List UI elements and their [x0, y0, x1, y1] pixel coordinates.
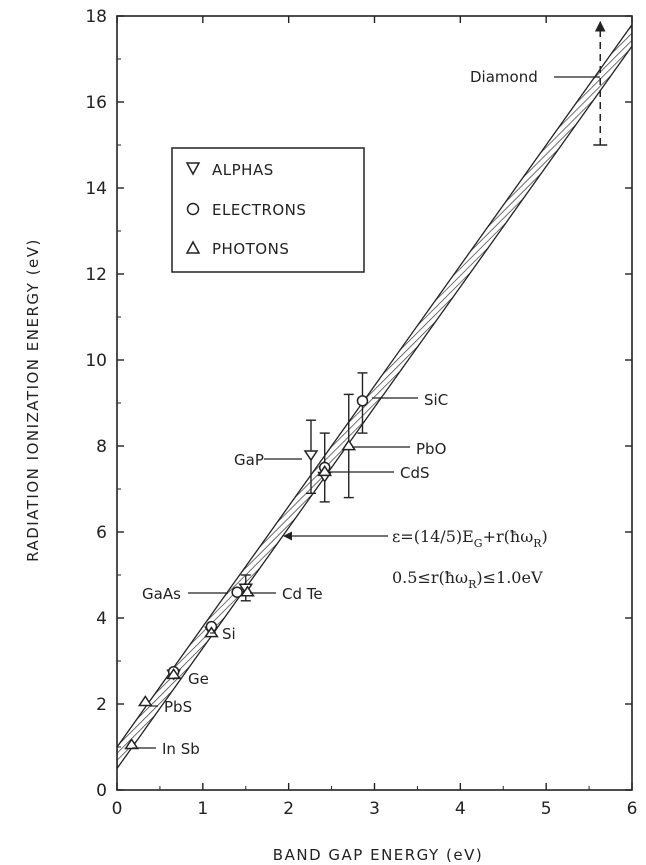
- y-tick-label-8: 8: [96, 437, 107, 457]
- point-photons-InSb: [124, 738, 139, 750]
- legend-photons-label: PHOTONS: [212, 240, 289, 258]
- point-photons-PbS: [137, 695, 153, 707]
- y-tick-label-18: 18: [85, 7, 107, 27]
- material-label-Si: Si: [222, 625, 236, 643]
- shaded-band: [117, 23, 632, 770]
- y-tick-label-0: 0: [96, 781, 107, 801]
- band-layer: [117, 23, 632, 770]
- x-tick-label-3: 3: [369, 799, 380, 819]
- material-label-GaAs: GaAs: [142, 585, 181, 603]
- legend-alphas-label: ALPHAS: [212, 161, 274, 179]
- x-tick-label-1: 1: [197, 799, 208, 819]
- point-photons-Si: [204, 626, 219, 638]
- legend-frame: [171, 147, 365, 273]
- x-tick-label-6: 6: [627, 799, 638, 819]
- material-label-GaP: GaP: [234, 451, 264, 469]
- x-axis-label: BAND GAP ENERGY (eV): [273, 846, 483, 864]
- y-tick-label-16: 16: [85, 93, 107, 113]
- material-label-Diamond: Diamond: [470, 68, 538, 86]
- material-label-SiC: SiC: [424, 391, 448, 409]
- legend-photons-marker: [185, 240, 201, 254]
- x-tick-label-0: 0: [112, 799, 123, 819]
- material-label-PbO: PbO: [416, 440, 446, 458]
- y-axis-label: RADIATION IONIZATION ENERGY (eV): [24, 238, 42, 562]
- y-tick-label-12: 12: [85, 265, 107, 285]
- legend-electrons-label: ELECTRONS: [212, 201, 306, 219]
- annotation-layer: Diamond SiC PbO GaP CdS GaAs Cd Te Si Ge PbS In Sb: [132, 68, 600, 758]
- y-tick-label-10: 10: [85, 351, 107, 371]
- legend-alphas-marker: [185, 162, 201, 176]
- point-photons-Ge: [166, 668, 182, 680]
- material-label-Ge: Ge: [188, 670, 209, 688]
- point-electrons-GaAs: [231, 586, 243, 598]
- x-tick-label-4: 4: [455, 799, 466, 819]
- material-label-Cd-Te: Cd Te: [282, 585, 323, 603]
- material-label-CdS: CdS: [400, 464, 430, 482]
- material-label-In-Sb: In Sb: [162, 740, 200, 758]
- point-photons-PbO: [341, 439, 357, 451]
- legend: ALPHAS ELECTRONS PHOTONS: [171, 147, 365, 273]
- y-tick-label-14: 14: [85, 179, 107, 199]
- equation-line-2: 0.5≤r(ħωR)≤1.0eV: [392, 568, 543, 591]
- point-alphas-GaP: [303, 450, 319, 462]
- x-tick-label-5: 5: [541, 799, 552, 819]
- marker-layer: [124, 395, 369, 750]
- y-tick-label-6: 6: [96, 523, 107, 543]
- point-electrons-SiC: [356, 395, 369, 407]
- legend-electrons-marker: [186, 202, 200, 216]
- equation-line-1: ε=(14/5)EG+r(ħωR): [392, 527, 548, 550]
- material-label-PbS: PbS: [164, 698, 192, 716]
- equation-block: ε=(14/5)EG+r(ħωR) 0.5≤r(ħωR)≤1.0eV: [283, 527, 548, 591]
- y-tick-label-2: 2: [96, 695, 107, 715]
- x-tick-label-2: 2: [283, 799, 294, 819]
- y-tick-label-4: 4: [96, 609, 107, 629]
- point-photons-CdS: [317, 465, 333, 477]
